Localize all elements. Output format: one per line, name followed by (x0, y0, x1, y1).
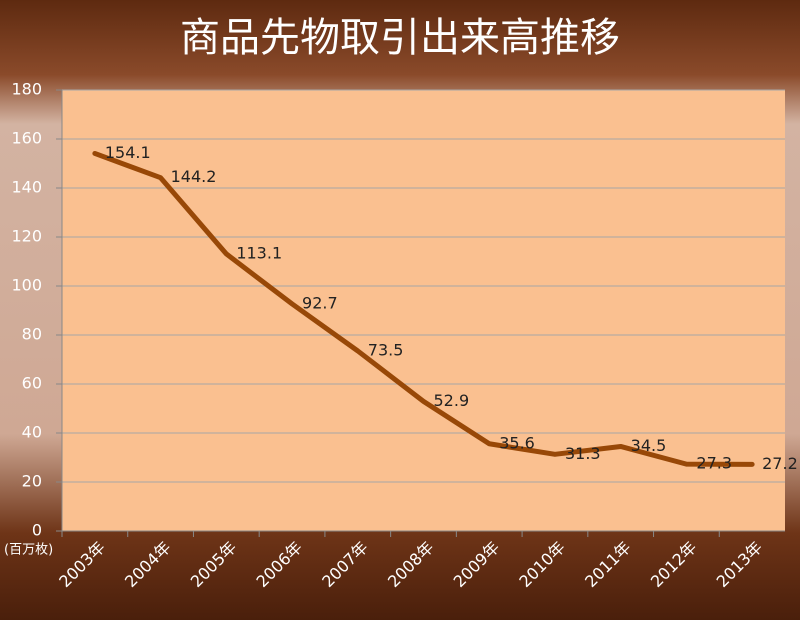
data-label: 27.3 (696, 454, 732, 473)
data-label: 31.3 (565, 444, 601, 463)
y-tick-label: 120 (11, 227, 42, 246)
data-label: 113.1 (236, 243, 282, 262)
data-line (92, 150, 755, 467)
data-label: 73.5 (368, 340, 404, 359)
data-label: 52.9 (434, 391, 470, 410)
y-tick-label: 20 (22, 472, 42, 491)
unit-label: (百万枚) (4, 543, 53, 558)
data-label: 144.2 (171, 167, 217, 186)
y-tick-label: 60 (22, 374, 42, 393)
y-tick-label: 100 (11, 276, 42, 295)
y-tick-label: 40 (22, 423, 42, 442)
data-label: 34.5 (631, 436, 667, 455)
data-label: 154.1 (105, 143, 151, 162)
data-label: 27.2 (762, 454, 798, 473)
chart-title: 商品先物取引出来高推移 (180, 15, 620, 61)
data-label: 35.6 (499, 433, 535, 452)
y-tick-label: 160 (11, 129, 42, 148)
y-tick-label: 80 (22, 325, 42, 344)
plot-area (62, 90, 785, 531)
y-tick-label: 0 (32, 521, 42, 540)
y-tick-label: 180 (11, 80, 42, 99)
data-label: 92.7 (302, 293, 338, 312)
y-tick-label: 140 (11, 178, 42, 197)
